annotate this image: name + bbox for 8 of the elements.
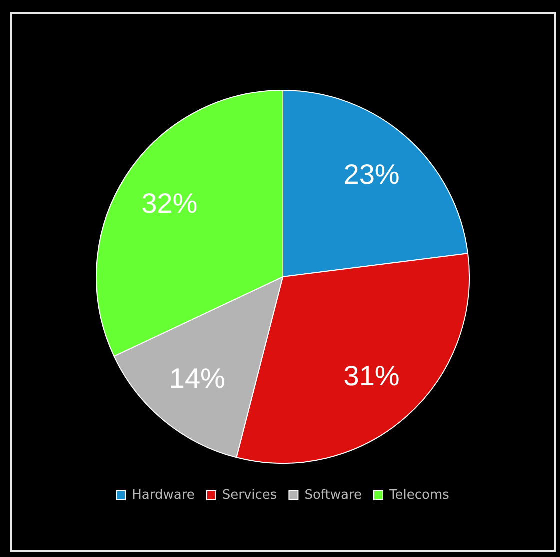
legend-label: Software (304, 488, 362, 503)
data-label: 23% (344, 158, 400, 190)
legend-label: Hardware (132, 488, 195, 503)
data-label: 31% (344, 360, 400, 392)
data-label: 32% (142, 188, 198, 219)
legend-label: Telecoms (388, 488, 450, 503)
legend-label: Services (222, 488, 278, 503)
data-label: 14% (169, 363, 226, 394)
